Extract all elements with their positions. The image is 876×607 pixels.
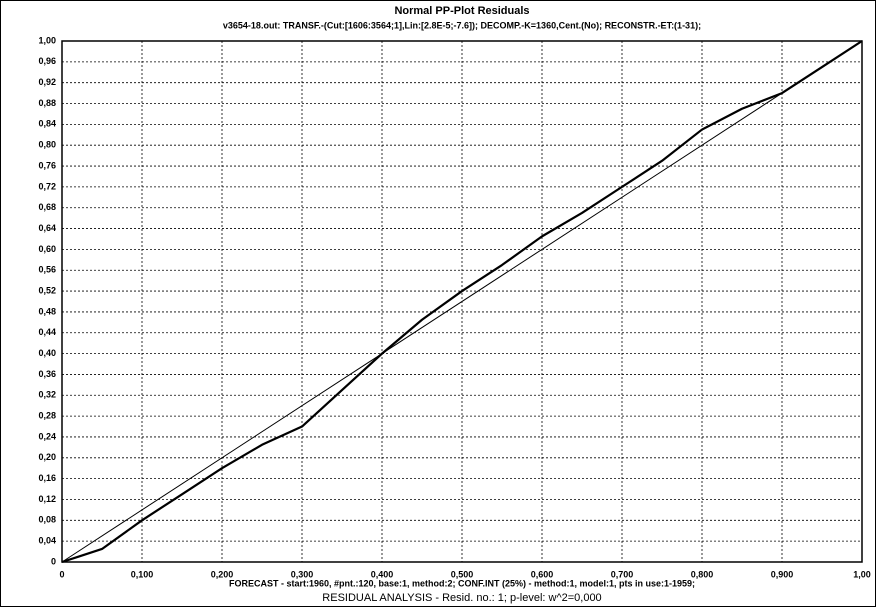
y-tick-label: 0,60 [38,244,56,254]
y-tick-label: 0,24 [38,431,56,441]
chart-title: Normal PP-Plot Residuals [394,5,529,17]
x-tick-label: 0,500 [451,569,474,579]
y-tick-label: 0,84 [38,119,56,129]
y-tick-label: 0,36 [38,369,56,379]
x-tick-label: 0,800 [691,569,714,579]
y-tick-label: 0,52 [38,285,56,295]
y-tick-label: 0,80 [38,140,56,150]
y-tick-label: 0,08 [38,515,56,525]
y-tick-label: 0,56 [38,265,56,275]
y-tick-label: 0,48 [38,306,56,316]
y-tick-label: 0,12 [38,494,56,504]
annotation: RESIDUAL ANALYSIS - Resid. no.: 1; p-lev… [322,592,601,604]
data-line [61,40,863,564]
y-tick-label: 0,40 [38,348,56,358]
chart-subtitle: v3654-18.out: TRANSF.-(Cut:[1606:3564;1]… [223,20,701,30]
y-tick-label: 0,72 [38,181,56,191]
y-tick-label: 0 [51,556,56,566]
x-tick-label: 0,600 [531,569,554,579]
y-tick-label: 0,16 [38,473,56,483]
x-tick-label: 0,200 [211,569,234,579]
y-tick-label: 0,04 [38,536,56,546]
y-tick-label: 0,64 [38,223,56,233]
y-tick-label: 0,76 [38,160,56,170]
y-tick-label: 1,00 [38,35,56,45]
annotation: FORECAST - start:1960, #pnt.:120, base:1… [229,578,695,588]
y-tick-label: 0,88 [38,98,56,108]
x-tick-label: 0,400 [371,569,394,579]
y-tick-label: 0,20 [38,452,56,462]
x-tick-label: 0,300 [291,569,314,579]
y-tick-label: 0,44 [38,327,56,337]
y-tick-label: 0,32 [38,390,56,400]
data-line [61,40,863,563]
x-tick-label: 0,700 [611,569,634,579]
x-tick-label: 0 [59,569,64,579]
y-tick-label: 0,68 [38,202,56,212]
y-tick-label: 0,92 [38,77,56,87]
x-tick-label: 0,900 [771,569,794,579]
y-tick-label: 0,28 [38,410,56,420]
y-tick-label: 0,96 [38,56,56,66]
x-tick-label: 1,00 [853,569,871,579]
x-tick-label: 0,100 [131,569,154,579]
